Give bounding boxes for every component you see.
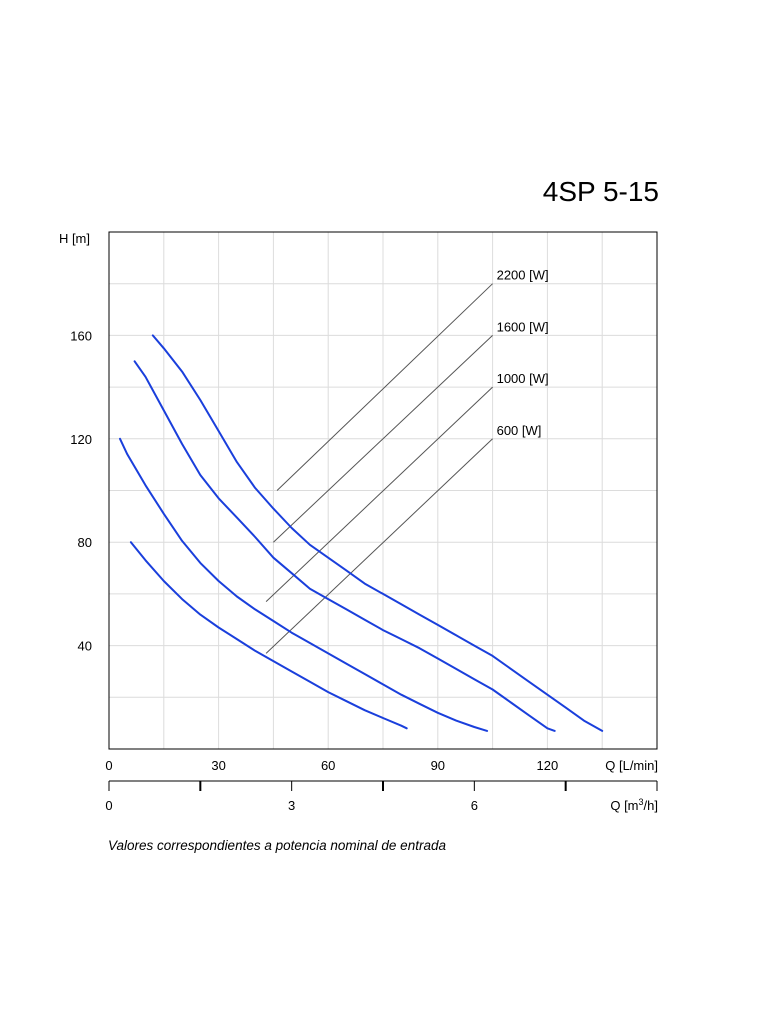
power-line-label: 1600 [W] (497, 319, 549, 334)
x-axis-label: Q [L/min] (605, 758, 658, 773)
y-axis-label: H [m] (59, 231, 90, 246)
y-tick-label: 160 (70, 328, 92, 343)
secondary-x-tick-label: 6 (471, 798, 478, 813)
x-tick-label: 30 (211, 758, 225, 773)
x-tick-label: 0 (105, 758, 112, 773)
x-tick-label: 90 (431, 758, 445, 773)
series-line (151, 334, 604, 732)
power-line (273, 335, 493, 543)
plot-frame (108, 231, 658, 750)
secondary-x-tick-label: 3 (288, 798, 295, 813)
y-ticks: 40 80 120 160 (70, 328, 92, 653)
footnote: Valores correspondientes a potencia nomi… (108, 838, 446, 853)
secondary-x-tick-label: 0 (105, 798, 112, 813)
power-line (276, 283, 493, 491)
power-line-label: 1000 [W] (497, 371, 549, 386)
x-tick-label: 60 (321, 758, 335, 773)
secondary-x-ticks: 0 3 6 (105, 781, 658, 813)
power-line-label: 600 [W] (497, 423, 542, 438)
y-tick-label: 40 (78, 639, 92, 654)
y-tick-label: 120 (70, 432, 92, 447)
series-line (133, 360, 556, 732)
secondary-x-axis-label: Q [m3/h] (610, 797, 658, 813)
power-line-label: 2200 [W] (497, 268, 549, 283)
chart-title: 4SP 5-15 (543, 176, 659, 207)
y-tick-label: 80 (78, 535, 92, 550)
x-ticks: 0 30 60 90 120 (105, 758, 558, 773)
series-line (129, 541, 408, 730)
power-line (265, 386, 493, 603)
power-lines: 2200 [W] 1600 [W] 1000 [W] 600 [W] (265, 268, 549, 654)
curves (119, 334, 604, 732)
power-line (265, 438, 493, 654)
series-line (119, 437, 489, 732)
x-tick-label: 120 (537, 758, 559, 773)
